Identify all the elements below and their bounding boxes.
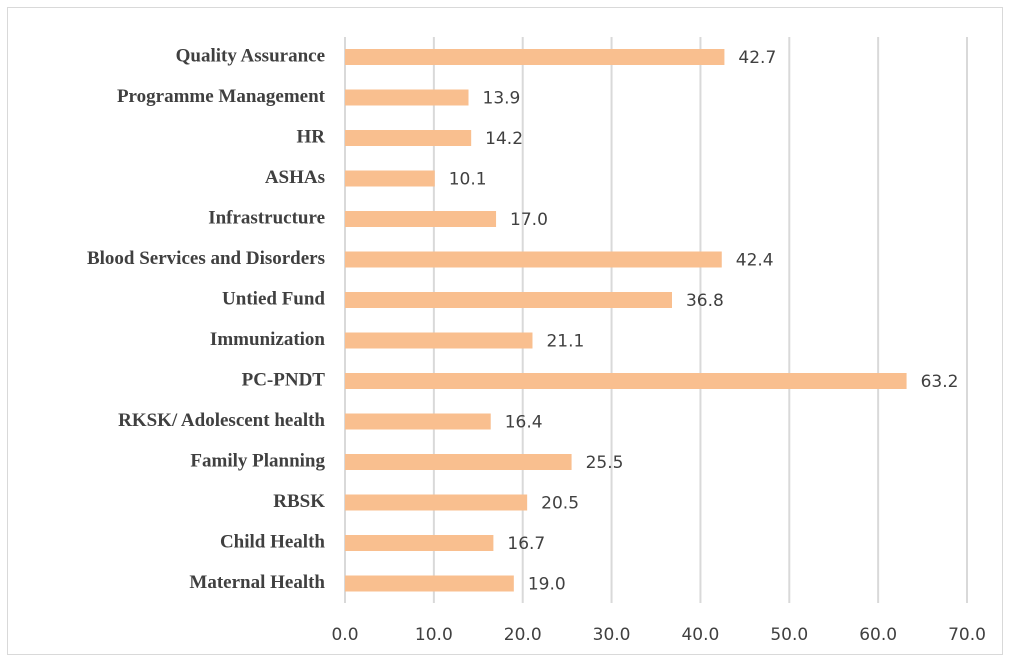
bar	[345, 251, 722, 268]
x-tick-label: 20.0	[504, 625, 542, 645]
x-tick-label: 10.0	[415, 625, 453, 645]
data-label: 16.7	[507, 534, 545, 554]
bar	[345, 332, 533, 349]
data-label: 17.0	[510, 210, 548, 230]
bar	[345, 130, 472, 146]
data-label: 36.8	[686, 291, 724, 311]
data-label: 25.5	[586, 453, 624, 473]
x-tick-label: 50.0	[770, 625, 808, 645]
y-tick-label: RBSK	[273, 491, 325, 512]
data-label: 16.4	[505, 413, 543, 433]
bar	[345, 535, 494, 551]
bar	[345, 292, 672, 308]
data-label: 20.5	[541, 494, 579, 514]
bar	[345, 575, 514, 592]
y-tick-label: ASHAs	[265, 167, 325, 188]
y-tick-label: Immunization	[210, 329, 326, 350]
y-tick-label: Infrastructure	[208, 207, 325, 228]
data-label: 42.7	[738, 48, 776, 68]
bar	[345, 413, 491, 430]
y-tick-label: Quality Assurance	[176, 45, 325, 66]
x-tick-label: 30.0	[593, 625, 631, 645]
data-label: 21.1	[546, 332, 584, 352]
y-tick-label: Blood Services and Disorders	[87, 248, 325, 269]
x-tick-label: 60.0	[859, 625, 897, 645]
bar	[345, 170, 435, 187]
bar	[345, 49, 725, 65]
bar	[345, 373, 907, 389]
y-tick-label: Programme Management	[117, 86, 326, 107]
chart-border	[7, 7, 1003, 655]
y-tick-label: Family Planning	[190, 450, 325, 471]
data-label: 10.1	[449, 170, 487, 190]
y-tick-label: Child Health	[220, 531, 325, 552]
data-label: 19.0	[528, 575, 566, 595]
y-tick-label: Maternal Health	[189, 572, 325, 593]
data-label: 42.4	[736, 251, 774, 271]
data-label: 63.2	[921, 372, 959, 392]
x-tick-label: 0.0	[331, 625, 358, 645]
bar	[345, 494, 528, 511]
data-label: 14.2	[485, 129, 523, 149]
x-tick-label: 40.0	[681, 625, 719, 645]
y-tick-label: PC-PNDT	[242, 369, 326, 390]
bar	[345, 211, 497, 227]
y-tick-label: HR	[297, 126, 326, 147]
data-label: 13.9	[483, 89, 521, 109]
y-tick-label: RKSK/ Adolescent health	[118, 410, 325, 431]
y-tick-label: Untied Fund	[222, 288, 325, 309]
bar	[345, 454, 572, 470]
bar	[345, 89, 469, 106]
x-tick-label: 70.0	[948, 625, 986, 645]
